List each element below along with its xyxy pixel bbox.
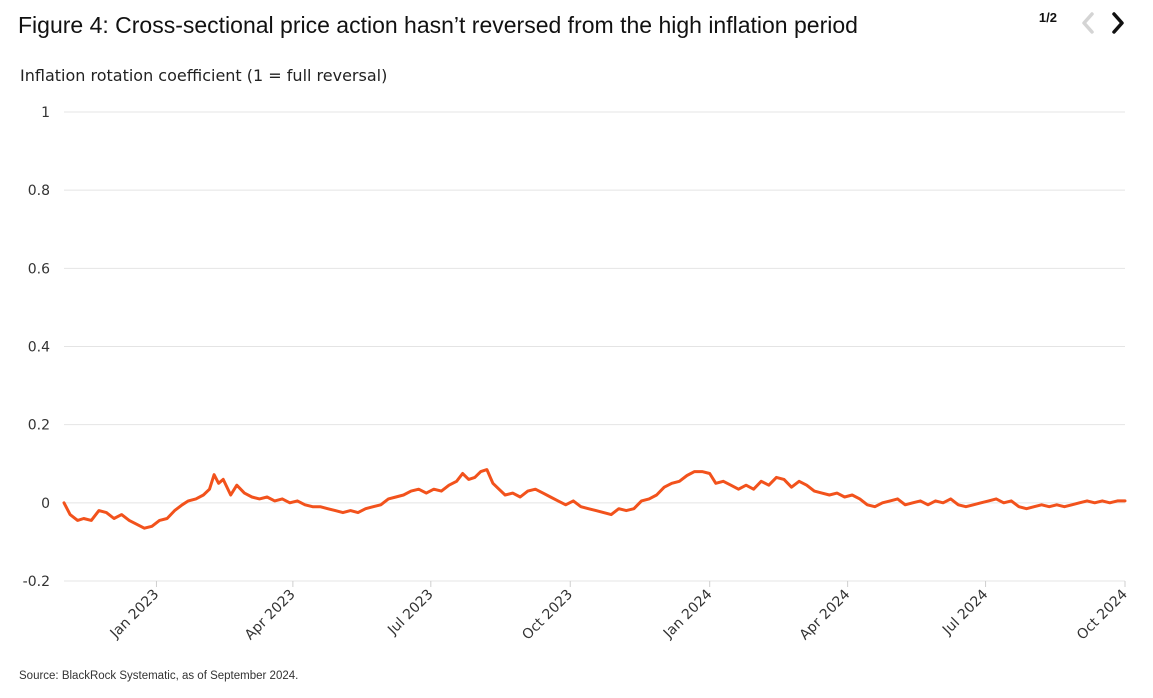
x-tick-label: Jan 2024	[660, 586, 716, 642]
y-tick-label: -0.2	[23, 574, 50, 590]
x-tick-label: Apr 2023	[242, 587, 299, 644]
y-tick-label: 1	[41, 105, 50, 121]
previous-figure-button[interactable]	[1077, 8, 1099, 38]
x-tick-label: Apr 2024	[797, 586, 854, 643]
next-figure-button[interactable]	[1107, 8, 1129, 38]
series-line	[62, 468, 1127, 530]
x-tick-label: Jan 2023	[107, 587, 163, 643]
source-note: Source: BlackRock Systematic, as of Sept…	[19, 670, 299, 682]
gridlines	[64, 111, 1125, 582]
series-layer	[62, 468, 1127, 530]
page-indicator: 1/2	[1038, 10, 1057, 25]
y-tick-label: 0.4	[28, 340, 50, 356]
y-tick-label: 0.6	[28, 261, 50, 277]
x-tick-label: Oct 2023	[519, 587, 576, 644]
chevron-left-icon	[1082, 12, 1094, 34]
chevron-right-icon	[1112, 12, 1124, 34]
figure-pager: 1/2	[1039, 8, 1129, 38]
x-axis-ticks: Jan 2023 Apr 2023 Jul 2023 Oct 2023 Jan 2024…	[107, 581, 1131, 643]
x-tick-label: Oct 2024	[1074, 586, 1131, 643]
y-axis-ticks: -0.2 0 0.2 0.4 0.6 0.8 1	[23, 105, 50, 590]
x-tick-label: Jul 2023	[384, 587, 436, 639]
figure-title: Figure 4: Cross-sectional price action h…	[18, 12, 858, 38]
y-axis-label: Inflation rotation coefficient (1 = full…	[20, 66, 388, 85]
y-tick-label: 0.8	[28, 183, 50, 199]
y-tick-label: 0	[41, 496, 50, 512]
x-tick-label: Jul 2024	[939, 586, 991, 638]
y-tick-label: 0.2	[28, 418, 50, 434]
